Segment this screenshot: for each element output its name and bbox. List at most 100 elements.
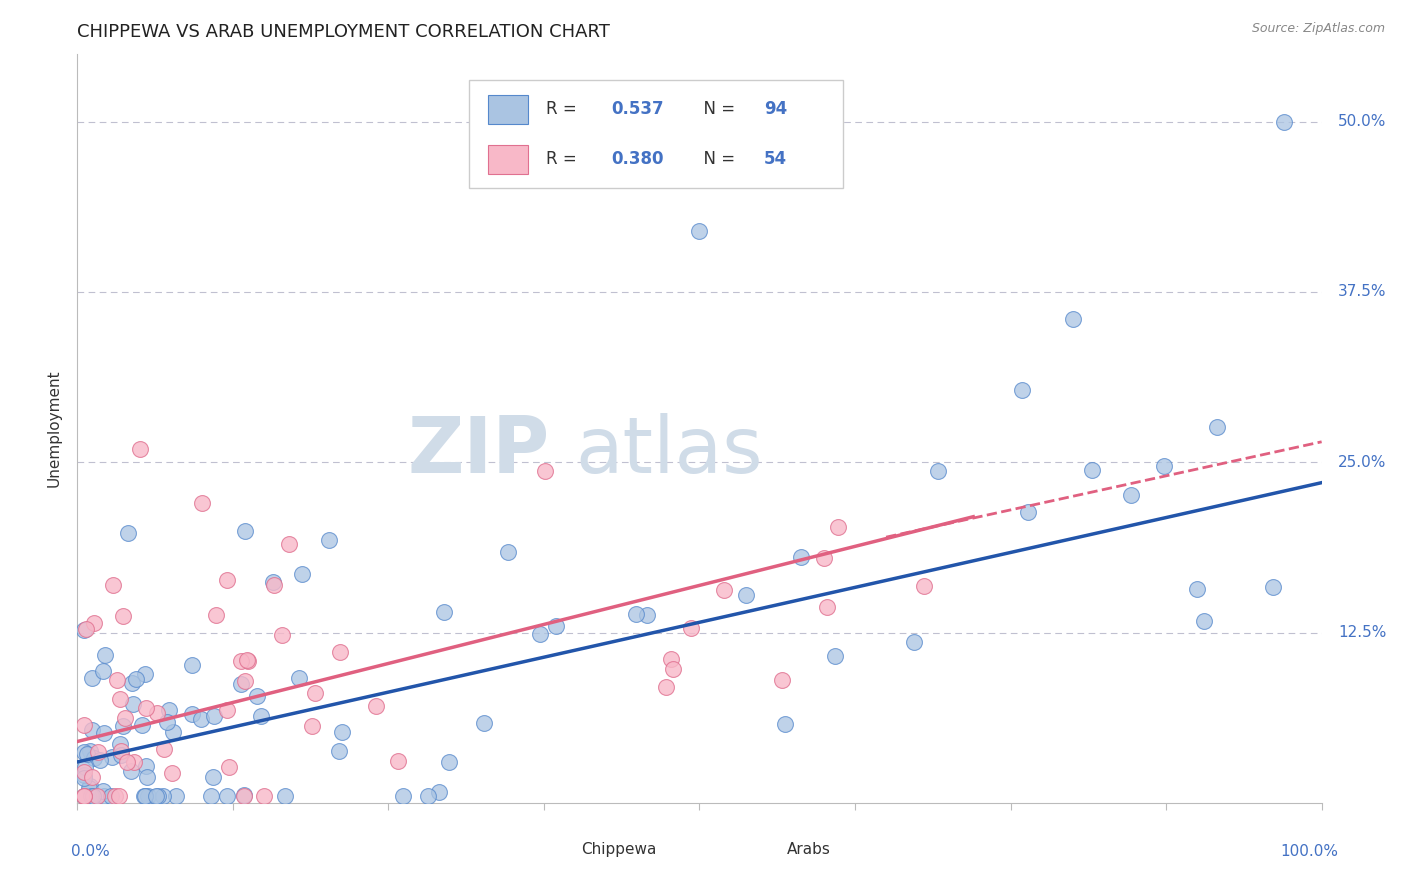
Point: [135, 700, 157, 714]
Point: [250, 708, 273, 723]
Point: [82, 789, 104, 803]
Point: [927, 464, 949, 478]
Point: [253, 789, 276, 803]
Point: [82, 671, 104, 685]
Point: [72, 718, 94, 732]
Point: [79, 779, 101, 793]
Point: [205, 607, 228, 622]
Point: [263, 577, 285, 591]
Point: [304, 686, 326, 700]
Point: [72, 789, 94, 803]
Text: 94: 94: [765, 100, 787, 118]
Point: [156, 714, 179, 729]
Point: [110, 747, 132, 762]
Point: [713, 583, 735, 598]
Point: [105, 673, 128, 688]
Point: [146, 706, 169, 720]
Point: [73, 760, 96, 774]
Point: [120, 764, 142, 778]
Text: 50.0%: 50.0%: [1339, 114, 1386, 129]
Point: [903, 635, 925, 649]
Point: [125, 672, 148, 686]
Point: [134, 789, 156, 803]
Point: [433, 606, 456, 620]
Point: [91, 784, 114, 798]
Point: [534, 465, 557, 479]
Point: [103, 578, 125, 592]
FancyBboxPatch shape: [540, 838, 575, 861]
Point: [115, 755, 138, 769]
Text: R =: R =: [547, 100, 582, 118]
Point: [134, 667, 156, 681]
FancyBboxPatch shape: [745, 838, 780, 861]
Point: [236, 654, 259, 668]
Point: [245, 689, 267, 703]
Point: [472, 716, 495, 731]
Point: [72, 623, 94, 637]
FancyBboxPatch shape: [488, 95, 527, 124]
Point: [318, 533, 340, 547]
Point: [124, 755, 146, 769]
Point: [111, 719, 134, 733]
Point: [496, 545, 519, 559]
Point: [75, 622, 97, 636]
Point: [529, 627, 551, 641]
Text: ZIP: ZIP: [408, 413, 550, 489]
Point: [108, 737, 131, 751]
Point: [72, 789, 94, 803]
Point: [165, 789, 187, 803]
Point: [108, 789, 131, 803]
Text: CHIPPEWA VS ARAB UNEMPLOYMENT CORRELATION CHART: CHIPPEWA VS ARAB UNEMPLOYMENT CORRELATIO…: [77, 23, 610, 41]
Text: 12.5%: 12.5%: [1339, 625, 1386, 640]
Point: [291, 567, 314, 582]
Text: Source: ZipAtlas.com: Source: ZipAtlas.com: [1251, 22, 1385, 36]
Point: [330, 725, 353, 739]
Text: 0.0%: 0.0%: [72, 844, 110, 859]
Point: [546, 619, 568, 633]
Point: [94, 648, 117, 662]
Point: [1017, 505, 1039, 519]
Point: [1261, 580, 1284, 594]
Y-axis label: Unemployment: Unemployment: [46, 369, 62, 487]
Point: [427, 785, 450, 799]
Point: [364, 698, 387, 713]
Point: [84, 789, 107, 803]
Text: atlas: atlas: [575, 413, 762, 489]
Point: [328, 743, 350, 757]
Point: [437, 755, 460, 769]
Point: [135, 759, 157, 773]
Point: [636, 608, 658, 623]
Point: [1185, 582, 1208, 597]
Point: [136, 770, 159, 784]
Point: [217, 789, 239, 803]
Point: [824, 649, 846, 664]
Point: [157, 703, 180, 717]
Point: [87, 745, 110, 759]
Point: [76, 747, 98, 762]
Point: [101, 750, 124, 764]
Point: [815, 599, 838, 614]
Point: [235, 674, 257, 689]
Point: [1081, 463, 1104, 477]
Text: Chippewa: Chippewa: [581, 842, 657, 856]
Point: [200, 789, 222, 803]
Point: [387, 754, 409, 768]
Point: [134, 789, 156, 803]
Point: [270, 628, 292, 642]
Point: [122, 698, 145, 712]
Point: [231, 654, 253, 668]
Text: Arabs: Arabs: [786, 842, 831, 856]
Point: [152, 789, 174, 803]
Point: [162, 725, 184, 739]
Point: [662, 662, 685, 676]
Point: [145, 789, 167, 803]
Point: [148, 789, 170, 803]
Point: [201, 770, 224, 784]
Point: [181, 657, 204, 672]
Point: [72, 768, 94, 782]
Point: [659, 652, 682, 666]
Point: [218, 760, 240, 774]
Point: [114, 711, 136, 725]
Text: 0.380: 0.380: [612, 150, 664, 168]
Point: [121, 676, 143, 690]
